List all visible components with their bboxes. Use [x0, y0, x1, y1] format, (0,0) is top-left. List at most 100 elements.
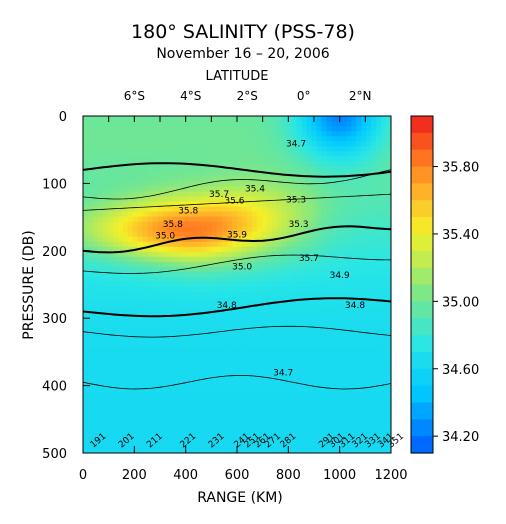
field-cell: [361, 181, 367, 188]
field-cell: [132, 141, 139, 147]
field-cell: [376, 327, 382, 333]
field-cell: [157, 176, 164, 182]
field-cell: [92, 437, 99, 444]
field-cell: [83, 181, 89, 188]
field-cell: [241, 322, 248, 328]
field-cell: [172, 347, 178, 353]
field-cell: [207, 126, 213, 132]
field-cell: [207, 161, 213, 167]
field-cell: [366, 432, 372, 439]
field-cell: [316, 322, 323, 328]
field-cell: [132, 181, 139, 188]
field-cell: [321, 211, 328, 218]
field-cell: [147, 266, 154, 273]
field-cell: [266, 417, 273, 424]
field-cell: [286, 402, 293, 409]
field-cell: [276, 422, 283, 429]
field-cell: [127, 317, 134, 323]
field-cell: [296, 347, 303, 353]
field-cell: [336, 141, 342, 147]
field-cell: [246, 302, 253, 308]
field-cell: [326, 357, 332, 364]
field-cell: [371, 261, 377, 268]
field-cell: [331, 236, 337, 243]
field-cell: [83, 176, 89, 182]
field-cell: [321, 412, 328, 419]
field-cell: [207, 397, 213, 404]
field-cell: [207, 216, 213, 223]
field-cell: [92, 156, 99, 162]
field-cell: [246, 322, 253, 328]
field-cell: [291, 281, 298, 288]
field-cell: [361, 221, 367, 228]
field-cell: [256, 362, 263, 369]
field-cell: [212, 442, 218, 449]
field-cell: [256, 121, 263, 127]
field-cell: [202, 171, 208, 177]
field-cell: [346, 121, 352, 127]
field-cell: [386, 382, 391, 389]
field-cell: [83, 131, 89, 137]
field-cell: [241, 432, 248, 439]
field-cell: [232, 417, 238, 424]
field-cell: [237, 332, 243, 338]
field-cell: [112, 327, 119, 333]
field-cell: [112, 287, 119, 293]
field-cell: [147, 397, 154, 404]
field-cell: [132, 281, 139, 288]
field-cell: [232, 397, 238, 404]
field-cell: [187, 287, 193, 293]
field-cell: [281, 251, 288, 258]
field-cell: [241, 231, 248, 238]
field-cell: [376, 196, 382, 203]
field-cell: [137, 196, 144, 203]
field-cell: [127, 166, 134, 172]
field-cell: [127, 126, 134, 132]
field-cell: [182, 186, 188, 193]
field-cell: [172, 337, 178, 343]
colorbar-swatch: [411, 217, 433, 235]
field-cell: [281, 281, 288, 288]
field-cell: [336, 397, 342, 404]
field-cell: [202, 347, 208, 353]
field-cell: [117, 382, 124, 389]
field-cell: [92, 307, 99, 313]
field-cell: [222, 397, 228, 404]
field-cell: [137, 317, 144, 323]
field-cell: [356, 292, 362, 298]
field-cell: [97, 312, 104, 318]
field-cell: [266, 322, 273, 328]
field-cell: [366, 397, 372, 404]
field-cell: [122, 442, 129, 449]
field-cell: [232, 251, 238, 258]
field-cell: [241, 417, 248, 424]
field-cell: [177, 327, 183, 333]
field-cell: [266, 357, 273, 364]
field-cell: [271, 347, 278, 353]
field-cell: [271, 181, 278, 188]
field-cell: [246, 387, 253, 394]
field-cell: [306, 362, 313, 369]
field-cell: [83, 442, 89, 449]
field-cell: [361, 402, 367, 409]
field-cell: [306, 136, 313, 142]
field-cell: [351, 337, 357, 343]
field-cell: [212, 342, 218, 348]
field-cell: [142, 226, 149, 233]
field-cell: [341, 126, 347, 132]
field-cell: [227, 216, 233, 223]
field-cell: [271, 407, 278, 414]
field-cell: [261, 312, 268, 318]
field-cell: [132, 317, 139, 323]
field-cell: [286, 121, 293, 127]
field-cell: [361, 236, 367, 243]
field-cell: [222, 266, 228, 273]
field-cell: [291, 121, 298, 127]
field-cell: [266, 302, 273, 308]
field-cell: [241, 241, 248, 248]
field-cell: [227, 136, 233, 142]
field-cell: [386, 266, 391, 273]
field-cell: [331, 297, 337, 303]
field-cell: [137, 176, 144, 182]
field-cell: [122, 246, 129, 253]
